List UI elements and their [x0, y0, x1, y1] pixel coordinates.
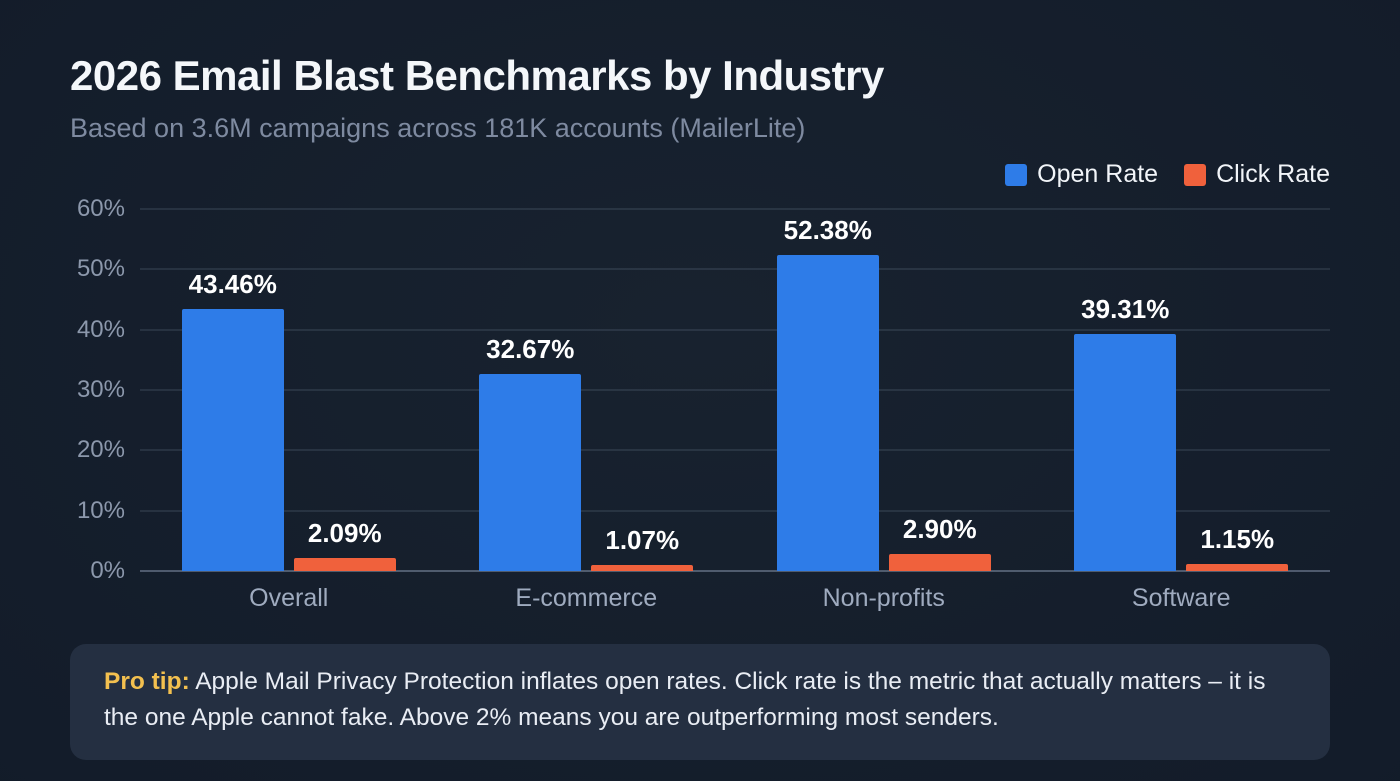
bar-value-label: 2.90%: [902, 513, 977, 544]
bar-group: 39.31% 1.15%: [1033, 209, 1331, 571]
bar-wrap: 32.67%: [479, 209, 582, 571]
legend-swatch-icon: [1184, 163, 1207, 186]
chart-legend: Open Rate Click Rate: [1005, 160, 1330, 189]
gridline: [140, 509, 1330, 512]
y-tick-label: 30%: [76, 376, 125, 403]
bar-click-rate[interactable]: [888, 553, 991, 571]
bar-value-label: 43.46%: [188, 268, 277, 299]
y-axis: 0% 10% 20% 30% 40% 50% 60%: [50, 197, 125, 583]
legend-swatch-icon: [1005, 163, 1028, 186]
bar-group: 32.67% 1.07%: [438, 209, 736, 571]
page-title: 2026 Email Blast Benchmarks by Industry: [70, 52, 884, 99]
gridline: [140, 328, 1330, 331]
pro-tip-callout: Pro tip: Apple Mail Privacy Protection i…: [63, 644, 1330, 760]
y-tick-label: 0%: [90, 557, 125, 584]
bar-click-rate[interactable]: [293, 558, 396, 571]
page-subtitle: Based on 3.6M campaigns across 181K acco…: [70, 113, 806, 143]
bar-groups: 43.46% 2.09% 32.67% 1.07% 52.38% 2.90% 39.31% 1…: [140, 209, 1330, 571]
bar-value-label: 52.38%: [783, 214, 872, 245]
x-axis-label: Software: [1131, 584, 1231, 612]
x-axis-labels: Overall E-commerce Non-profits Software: [140, 584, 1330, 613]
bar-click-rate[interactable]: [591, 564, 694, 571]
bar-value-label: 32.67%: [486, 333, 575, 364]
legend-item[interactable]: Open Rate: [1005, 160, 1158, 189]
gridline: [140, 389, 1330, 391]
x-axis-label: E-commerce: [515, 584, 658, 612]
bar-wrap: 43.46%: [181, 209, 284, 571]
bar-open-rate[interactable]: [776, 254, 879, 571]
pro-tip-text: Apple Mail Privacy Protection inflates o…: [104, 668, 1266, 731]
bar-open-rate[interactable]: [479, 373, 582, 571]
bar-open-rate[interactable]: [181, 308, 284, 571]
bar-wrap: 52.38%: [776, 209, 879, 571]
y-tick-label: 50%: [76, 255, 125, 283]
y-tick-label: 60%: [76, 195, 125, 222]
bar-value-label: 39.31%: [1081, 293, 1170, 324]
bar-wrap: 39.31%: [1074, 209, 1177, 571]
bar-value-label: 2.09%: [307, 518, 382, 549]
bar-group: 43.46% 2.09%: [140, 209, 438, 571]
legend-item[interactable]: Click Rate: [1184, 160, 1330, 189]
pro-tip-label: Pro tip:: [104, 668, 190, 695]
bar-value-label: 1.15%: [1200, 524, 1275, 555]
x-axis-label: Non-profits: [822, 584, 945, 612]
legend-label: Click Rate: [1216, 160, 1330, 188]
bar-wrap: 1.15%: [1186, 209, 1289, 571]
y-tick-label: 10%: [76, 496, 125, 524]
gridline: [140, 268, 1330, 271]
legend-label: Open Rate: [1037, 160, 1159, 188]
bar-group: 52.38% 2.90%: [735, 209, 1033, 571]
bar-wrap: 2.90%: [888, 209, 991, 571]
gridline: [140, 449, 1330, 452]
y-tick-label: 20%: [76, 436, 125, 464]
bar-value-label: 1.07%: [605, 524, 680, 555]
gridline: [140, 208, 1330, 210]
bar-click-rate[interactable]: [1186, 564, 1289, 571]
chart-plot: 43.46% 2.09% 32.67% 1.07% 52.38% 2.90% 39.31% 1…: [140, 208, 1330, 572]
bar-open-rate[interactable]: [1074, 333, 1177, 571]
x-axis-label: Overall: [249, 584, 329, 612]
y-tick-label: 40%: [76, 315, 125, 343]
bar-wrap: 1.07%: [591, 209, 694, 571]
bar-wrap: 2.09%: [293, 209, 396, 571]
gridline: [140, 570, 1330, 572]
